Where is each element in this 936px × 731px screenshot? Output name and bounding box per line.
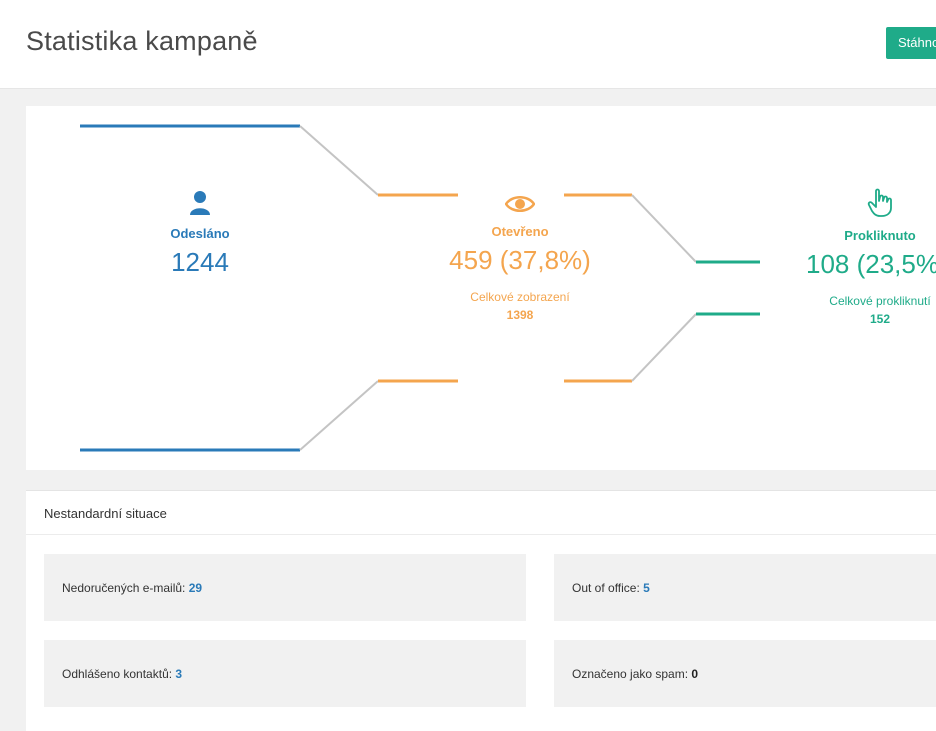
funnel-connector-top-1	[299, 125, 379, 196]
page-header: Statistika kampaně Stáhnout	[0, 0, 936, 89]
issues-card: Nestandardní situace Nedoručených e-mail…	[26, 490, 936, 731]
issue-spam: Označeno jako spam: 0	[554, 640, 936, 707]
eye-icon	[505, 196, 535, 212]
stage-sent-value: 1244	[171, 247, 229, 277]
funnel-diagram	[80, 124, 760, 452]
issues-divider	[26, 534, 936, 535]
download-button[interactable]: Stáhnout	[886, 27, 936, 59]
stage-clicked-value: 108 (23,5%)	[806, 249, 936, 279]
funnel-connector-bottom-1	[299, 380, 379, 451]
stage-clicked-total-value: 152	[869, 312, 891, 326]
stage-sent: Odesláno 1244	[130, 190, 270, 278]
stage-clicked: Prokliknuto 108 (23,5%) Celkové proklikn…	[796, 188, 936, 326]
user-icon	[190, 191, 210, 215]
stage-opened: Otevřeno 459 (37,8%) Celkové zobrazení 1…	[430, 194, 610, 322]
issue-out-of-office: Out of office: 5	[554, 554, 936, 621]
issue-spam-label: Označeno jako spam:	[572, 667, 689, 681]
pointer-hand-icon	[867, 188, 892, 217]
issue-spam-value: 0	[691, 667, 699, 681]
stage-opened-total-value: 1398	[506, 308, 534, 322]
issue-undelivered-value[interactable]: 29	[188, 581, 203, 595]
issue-out-of-office-label: Out of office:	[572, 581, 640, 595]
funnel-connector-bottom-2	[631, 313, 697, 382]
stage-clicked-total-label: Celkové prokliknutí	[829, 294, 931, 308]
funnel-connector-top-2	[631, 194, 697, 263]
issue-unsubscribed-label: Odhlášeno kontaktů:	[62, 667, 173, 681]
issue-unsubscribed-value[interactable]: 3	[175, 667, 183, 681]
funnel-card: Odesláno 1244 Otevřeno 459 (37,8%) Celko…	[26, 106, 936, 470]
issues-title: Nestandardní situace	[44, 506, 167, 521]
issue-out-of-office-value[interactable]: 5	[643, 581, 650, 595]
issue-undelivered-label: Nedoručených e-mailů:	[62, 581, 186, 595]
issue-undelivered: Nedoručených e-mailů: 29	[44, 554, 526, 621]
stage-opened-total-label: Celkové zobrazení	[470, 290, 570, 304]
issue-unsubscribed: Odhlášeno kontaktů: 3	[44, 640, 526, 707]
stage-sent-label: Odesláno	[170, 226, 230, 241]
stage-opened-value: 459 (37,8%)	[449, 245, 591, 275]
stage-clicked-label: Prokliknuto	[844, 228, 916, 243]
stage-opened-label: Otevřeno	[491, 224, 549, 239]
page-title: Statistika kampaně	[26, 26, 258, 56]
